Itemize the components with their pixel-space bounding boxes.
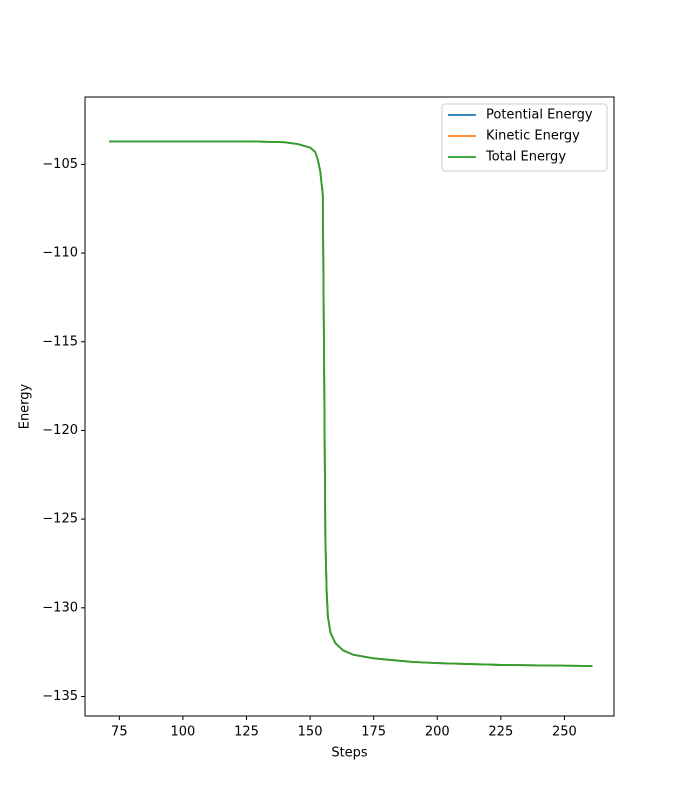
y-tick-label: −105 [42,157,78,172]
x-tick-label: 225 [488,725,513,740]
x-tick-label: 125 [234,725,259,740]
y-tick-label: −110 [42,246,78,261]
y-tick-label: −130 [42,600,78,615]
x-tick-label: 250 [552,725,577,740]
legend-label: Potential Energy [486,108,593,123]
y-axis-label: Energy [18,383,33,429]
legend-label: Total Energy [485,150,566,165]
legend-box [441,103,608,172]
y-tick-label: −115 [42,334,78,349]
x-tick-label: 175 [361,725,386,740]
x-tick-label: 75 [111,725,128,740]
legend-label: Kinetic Energy [486,129,580,144]
series-line [109,140,593,667]
x-tick-label: 150 [298,725,323,740]
y-tick-label: −120 [42,423,78,438]
x-tick-label: 200 [425,725,450,740]
y-tick-label: −135 [42,689,78,704]
x-axis-label: Steps [331,746,368,761]
plot-frame [84,96,615,717]
x-tick-label: 100 [171,725,196,740]
y-tick-label: −125 [42,512,78,527]
